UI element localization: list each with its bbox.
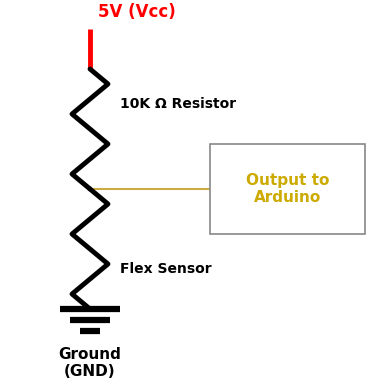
Text: Ground
(GND): Ground (GND) xyxy=(58,347,121,379)
Text: Output to
Arduino: Output to Arduino xyxy=(246,173,329,205)
Text: 5V (Vcc): 5V (Vcc) xyxy=(98,3,176,21)
FancyBboxPatch shape xyxy=(210,144,365,234)
Text: Flex Sensor: Flex Sensor xyxy=(120,262,212,276)
Text: 10K Ω Resistor: 10K Ω Resistor xyxy=(120,97,236,111)
